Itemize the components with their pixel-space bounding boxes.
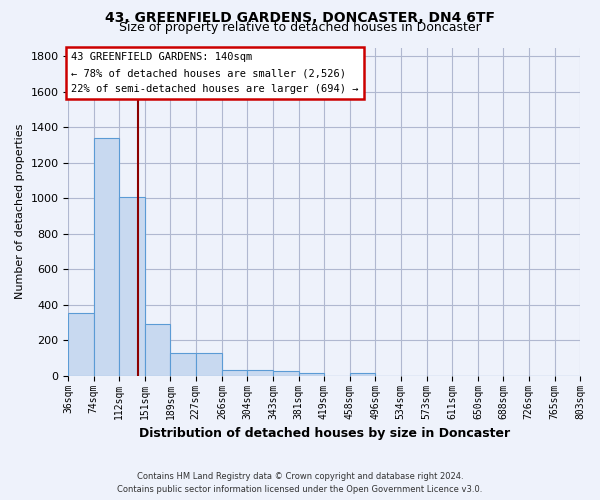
Bar [222, 370, 247, 376]
X-axis label: Distribution of detached houses by size in Doncaster: Distribution of detached houses by size … [139, 427, 510, 440]
Text: Contains HM Land Registry data © Crown copyright and database right 2024.
Contai: Contains HM Land Registry data © Crown c… [118, 472, 482, 494]
Text: 43 GREENFIELD GARDENS: 140sqm
← 78% of detached houses are smaller (2,526)
22% o: 43 GREENFIELD GARDENS: 140sqm ← 78% of d… [71, 52, 358, 94]
Y-axis label: Number of detached properties: Number of detached properties [15, 124, 25, 300]
Bar [170, 352, 196, 376]
Bar [196, 352, 222, 376]
Bar [350, 372, 375, 376]
Bar [94, 138, 119, 376]
Bar [145, 324, 170, 376]
Bar [273, 372, 299, 376]
Text: 43, GREENFIELD GARDENS, DONCASTER, DN4 6TF: 43, GREENFIELD GARDENS, DONCASTER, DN4 6… [105, 11, 495, 25]
Bar [119, 198, 145, 376]
Bar [247, 370, 273, 376]
Bar [299, 372, 324, 376]
Text: Size of property relative to detached houses in Doncaster: Size of property relative to detached ho… [119, 21, 481, 34]
Bar [68, 313, 94, 376]
